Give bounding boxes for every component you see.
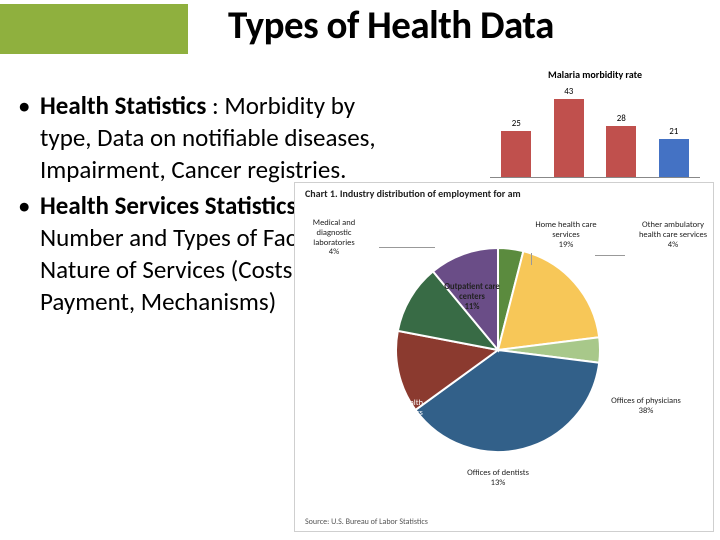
pie-label: Other ambulatoryhealth care services4%: [623, 221, 720, 250]
bar-chart: Malaria morbidity rate 25200443200528200…: [482, 68, 708, 196]
bar-value: 43: [554, 86, 584, 97]
bar-value: 28: [606, 113, 636, 124]
bar-value: 21: [659, 126, 689, 137]
pie-leader-line: [379, 247, 435, 248]
bullet-title: Health Statistics: [40, 90, 206, 121]
bullet-item: Health Statistics : Morbidity by type, D…: [18, 90, 398, 186]
bullet-sep: :: [206, 90, 224, 121]
bar: [606, 126, 636, 177]
pie-chart-title: Chart 1. Industry distribution of employ…: [305, 187, 521, 200]
bar: [659, 139, 689, 177]
pie-label: Offices of dentists13%: [443, 469, 553, 489]
pie-label: Offices of physicians38%: [587, 397, 705, 417]
pie-chart-source: Source: U.S. Bureau of Labor Statistics: [305, 517, 428, 527]
title-bar: Types of Health Data: [0, 0, 720, 58]
bar: [501, 131, 531, 177]
pie-label: Home health careservices19%: [513, 221, 619, 250]
bar-chart-plot: 252004432005282006212010 target: [490, 96, 700, 178]
pie-chart: Chart 1. Industry distribution of employ…: [294, 182, 714, 532]
pie-label: Medical anddiagnosticlaboratories4%: [289, 219, 379, 258]
bullet-title: Health Services Statistics: [40, 190, 296, 221]
bar-value: 25: [501, 118, 531, 129]
pie-leader-line: [531, 253, 532, 265]
bar-chart-title: Malaria morbidity rate: [482, 68, 708, 81]
pie-label: Other healthpractitioners11%: [359, 399, 443, 428]
page-title: Types of Health Data: [228, 2, 554, 49]
title-accent-block: [0, 4, 188, 54]
bar: [554, 99, 584, 177]
pie-leader-line: [595, 255, 625, 256]
pie-label: Outpatient carecenters11%: [429, 283, 515, 312]
